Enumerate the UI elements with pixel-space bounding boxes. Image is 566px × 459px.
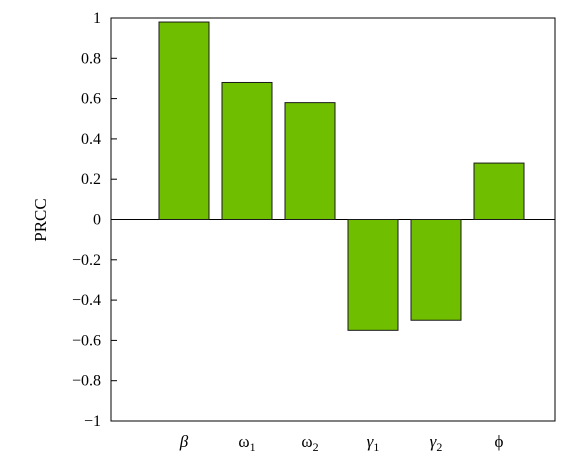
y-tick-label: 0.6: [81, 91, 101, 108]
y-tick-label: −0.8: [72, 373, 101, 390]
bar-1: [158, 21, 210, 221]
y-tick-label: 1: [93, 10, 101, 27]
y-tick-label: 0.8: [81, 50, 101, 67]
bar-6: [473, 162, 525, 220]
bar-2: [221, 81, 273, 221]
x-tick-label-5: γ2: [430, 432, 443, 454]
x-tick-label-1: β: [179, 432, 189, 451]
bar-4: [347, 219, 399, 331]
x-tick-label-4: γ1: [367, 432, 380, 454]
x-tick-label-2: ω1: [238, 432, 255, 454]
y-tick-label: −1: [84, 413, 101, 430]
bar-5: [410, 219, 462, 321]
y-tick-label: −0.6: [72, 332, 101, 349]
y-tick-label: 0.2: [81, 171, 101, 188]
y-axis: 1 0.8 0.6 0.4 0.2 0 −0.2 −0.4 −0.6 −0.8 −1: [72, 10, 117, 430]
y-tick-label: 0.4: [81, 131, 101, 148]
y-axis-title: PRCC: [31, 198, 50, 241]
bars-group: [158, 21, 525, 331]
bar-3: [284, 102, 336, 220]
y-tick-label: −0.2: [72, 252, 101, 269]
x-axis-labels: β ω1 ω2 γ1 γ2 ϕ: [179, 432, 504, 454]
x-tick-label-3: ω2: [301, 432, 318, 454]
y-tick-label: 0: [93, 212, 101, 229]
x-tick-label-6: ϕ: [495, 432, 504, 451]
y-tick-label: −0.4: [72, 292, 101, 309]
